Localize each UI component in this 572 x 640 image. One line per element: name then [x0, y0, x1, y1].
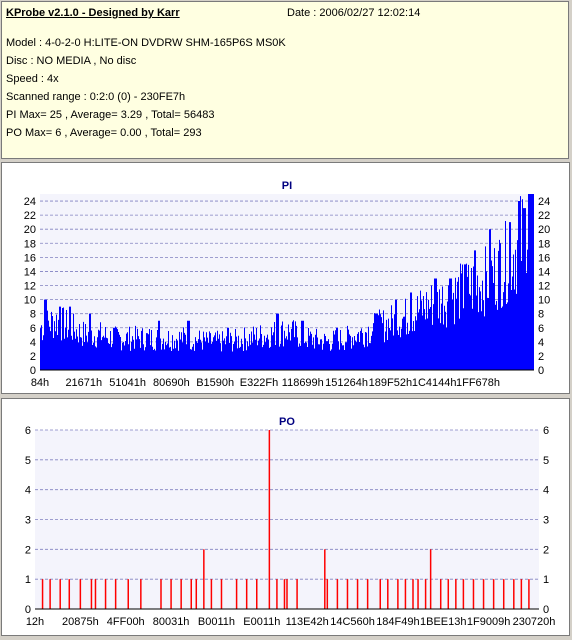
pi-y-tick-label-left: 2 [30, 351, 36, 363]
po-x-tick-label: 4FF00h [107, 616, 145, 628]
pi-y-tick-label-right: 2 [538, 351, 544, 363]
pi-x-tick-label: 1FF678h [456, 377, 500, 389]
speed-line: Speed : 4x [6, 73, 59, 85]
pi-y-tick-label-left: 24 [24, 196, 36, 208]
pi-x-tick-label: 51041h [109, 377, 146, 389]
po-y-tick-label-right: 3 [543, 515, 549, 527]
disc-line: Disc : NO MEDIA , No disc [6, 55, 137, 67]
pi-y-tick-label-right: 14 [538, 266, 550, 278]
pi-y-tick-label-left: 8 [30, 309, 36, 321]
pi-y-tick-label-right: 22 [538, 210, 550, 222]
pi-y-tick-label-right: 18 [538, 238, 550, 250]
po-x-tick-label: 184F49h [376, 616, 419, 628]
pi-x-tick-label: 21671h [65, 377, 102, 389]
pi-y-tick-label-right: 16 [538, 252, 550, 264]
po-y-tick-label-left: 0 [25, 604, 31, 616]
po-x-tick-label: 80031h [153, 616, 190, 628]
po-y-tick-label-left: 4 [25, 485, 31, 497]
po-y-tick-label-left: 2 [25, 544, 31, 556]
po-y-tick-label-right: 6 [543, 425, 549, 437]
pi-y-tick-label-left: 10 [24, 295, 36, 307]
scan-date: Date : 2006/02/27 12:02:14 [287, 7, 421, 19]
po-x-tick-label: 20875h [62, 616, 99, 628]
po-summary-line: PO Max= 6 , Average= 0.00 , Total= 293 [6, 127, 202, 139]
pi-x-tick-label: 118699h [282, 377, 324, 389]
pi-x-tick-label: E322Fh [240, 377, 279, 389]
pi-x-tick-label: 189F52h [369, 377, 412, 389]
pi-y-tick-label-left: 16 [24, 252, 36, 264]
pi-y-tick-label-left: 14 [24, 266, 36, 278]
po-y-tick-label-left: 1 [25, 574, 31, 586]
po-x-tick-label: 12h [26, 616, 44, 628]
pi-y-tick-label-left: 22 [24, 210, 36, 222]
po-x-tick-label: 113E42h [286, 616, 329, 628]
pi-x-tick-label: 1C4144h [412, 377, 457, 389]
pi-chart-title: PI [282, 180, 292, 192]
pi-chart-panel: PI 0 0 2 2 4 4 6 6 8 8 10 10 12 12 14 14 16 16 18 18 20 20 22 22… [1, 162, 570, 394]
po-x-tick-label: 1F9009h [467, 616, 510, 628]
scanned-range-line: Scanned range : 0:2:0 (0) - 230FE7h [6, 91, 186, 103]
pi-x-tick-label: B1590h [196, 377, 234, 389]
app-title: KProbe v2.1.0 - Designed by Karr [6, 7, 180, 19]
po-x-tick-label: B0011h [198, 616, 235, 628]
po-y-tick-label-right: 5 [543, 455, 549, 467]
pi-y-tick-label-right: 12 [538, 281, 550, 293]
po-y-tick-label-left: 5 [25, 455, 31, 467]
po-x-tick-label: 230720h [513, 616, 556, 628]
pi-y-tick-label-right: 10 [538, 295, 550, 307]
po-x-tick-label: 1BEE13h [420, 616, 466, 628]
pi-y-tick-label-left: 6 [30, 323, 36, 335]
po-y-tick-label-right: 0 [543, 604, 549, 616]
po-y-tick-label-right: 4 [543, 485, 549, 497]
pi-x-tick-label: 84h [31, 377, 49, 389]
pi-y-tick-label-left: 12 [24, 281, 36, 293]
po-chart: PO 0 0 1 1 2 2 3 3 4 4 5 5 6 6 12h 20875h 4FF00h 80031h B00… [25, 416, 556, 628]
po-y-tick-label-right: 2 [543, 544, 549, 556]
po-x-tick-label: 14C560h [330, 616, 375, 628]
pi-y-tick-label-left: 4 [30, 337, 36, 349]
pi-y-tick-label-right: 20 [538, 224, 550, 236]
po-y-tick-label-left: 6 [25, 425, 31, 437]
pi-x-tick-label: 151264h [325, 377, 368, 389]
model-line: Model : 4-0-2-0 H:LITE-ON DVDRW SHM-165P… [6, 37, 286, 49]
pi-y-tick-label-left: 20 [24, 224, 36, 236]
po-y-tick-label-left: 3 [25, 515, 31, 527]
po-chart-panel: PO 0 0 1 1 2 2 3 3 4 4 5 5 6 6 12h 20875h 4FF00h 80031h B00… [1, 398, 570, 636]
pi-y-tick-label-right: 8 [538, 309, 544, 321]
pi-y-tick-label-left: 18 [24, 238, 36, 250]
pi-y-tick-label-right: 4 [538, 337, 544, 349]
pi-y-tick-label-right: 24 [538, 196, 550, 208]
po-x-tick-label: E0011h [243, 616, 280, 628]
po-chart-title: PO [279, 416, 295, 428]
pi-y-tick-label-left: 0 [30, 365, 36, 377]
po-y-tick-label-right: 1 [543, 574, 549, 586]
pi-y-tick-label-right: 0 [538, 365, 544, 377]
pi-x-tick-label: 80690h [153, 377, 190, 389]
pi-y-tick-label-right: 6 [538, 323, 544, 335]
scan-info-panel: KProbe v2.1.0 - Designed by Karr Date : … [1, 1, 569, 159]
pi-summary-line: PI Max= 25 , Average= 3.29 , Total= 5648… [6, 109, 215, 121]
